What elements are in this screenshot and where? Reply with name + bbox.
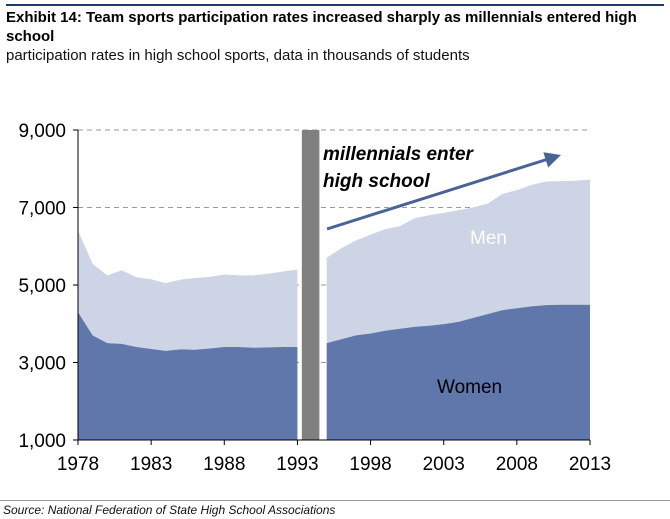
area-men (78, 230, 298, 351)
x-tick-label: 1998 (349, 454, 391, 475)
x-tick-label: 1983 (130, 454, 172, 475)
chart-subtitle: participation rates in high school sport… (6, 47, 470, 64)
millennials-highlight-bar (301, 130, 320, 440)
millennials-annotation-line1: millennials enter (323, 144, 475, 165)
x-tick-label: 1993 (276, 454, 318, 475)
chart-title: Exhibit 14: Team sports participation ra… (6, 4, 664, 46)
x-tick-label: 1988 (203, 454, 245, 475)
tick-labels: 1,000 3,000 5,000 7,000 9,000 1978 1983 1988 199… (18, 121, 611, 475)
x-tick-label: 2013 (569, 454, 611, 475)
annotations: millennials enter high school Men Women (323, 144, 561, 398)
x-tick-label: 1978 (57, 454, 99, 475)
trend-arrow-shaft (326, 156, 554, 231)
y-tick-label: 1,000 (18, 431, 66, 452)
area-chart: 1,000 3,000 5,000 7,000 9,000 1978 1983 1988 199… (18, 121, 611, 475)
men-series-label: Men (470, 228, 507, 249)
women-series-label: Women (437, 377, 502, 398)
x-tick-label: 2003 (423, 454, 465, 475)
y-tick-label: 3,000 (18, 354, 66, 375)
highlight-layer (301, 130, 320, 440)
y-tick-label: 9,000 (18, 121, 66, 142)
y-tick-label: 5,000 (18, 276, 66, 297)
y-tick-label: 7,000 (18, 199, 66, 220)
x-tick-label: 2008 (496, 454, 538, 475)
trend-arrow-head (543, 152, 561, 168)
source-divider (0, 500, 670, 501)
axes (73, 129, 591, 445)
area-women (78, 312, 298, 440)
millennials-annotation-line2: high school (323, 171, 430, 192)
source-note: Source: National Federation of State Hig… (3, 503, 336, 517)
area-series (78, 179, 590, 440)
area-men (326, 179, 590, 344)
area-women (326, 304, 590, 440)
